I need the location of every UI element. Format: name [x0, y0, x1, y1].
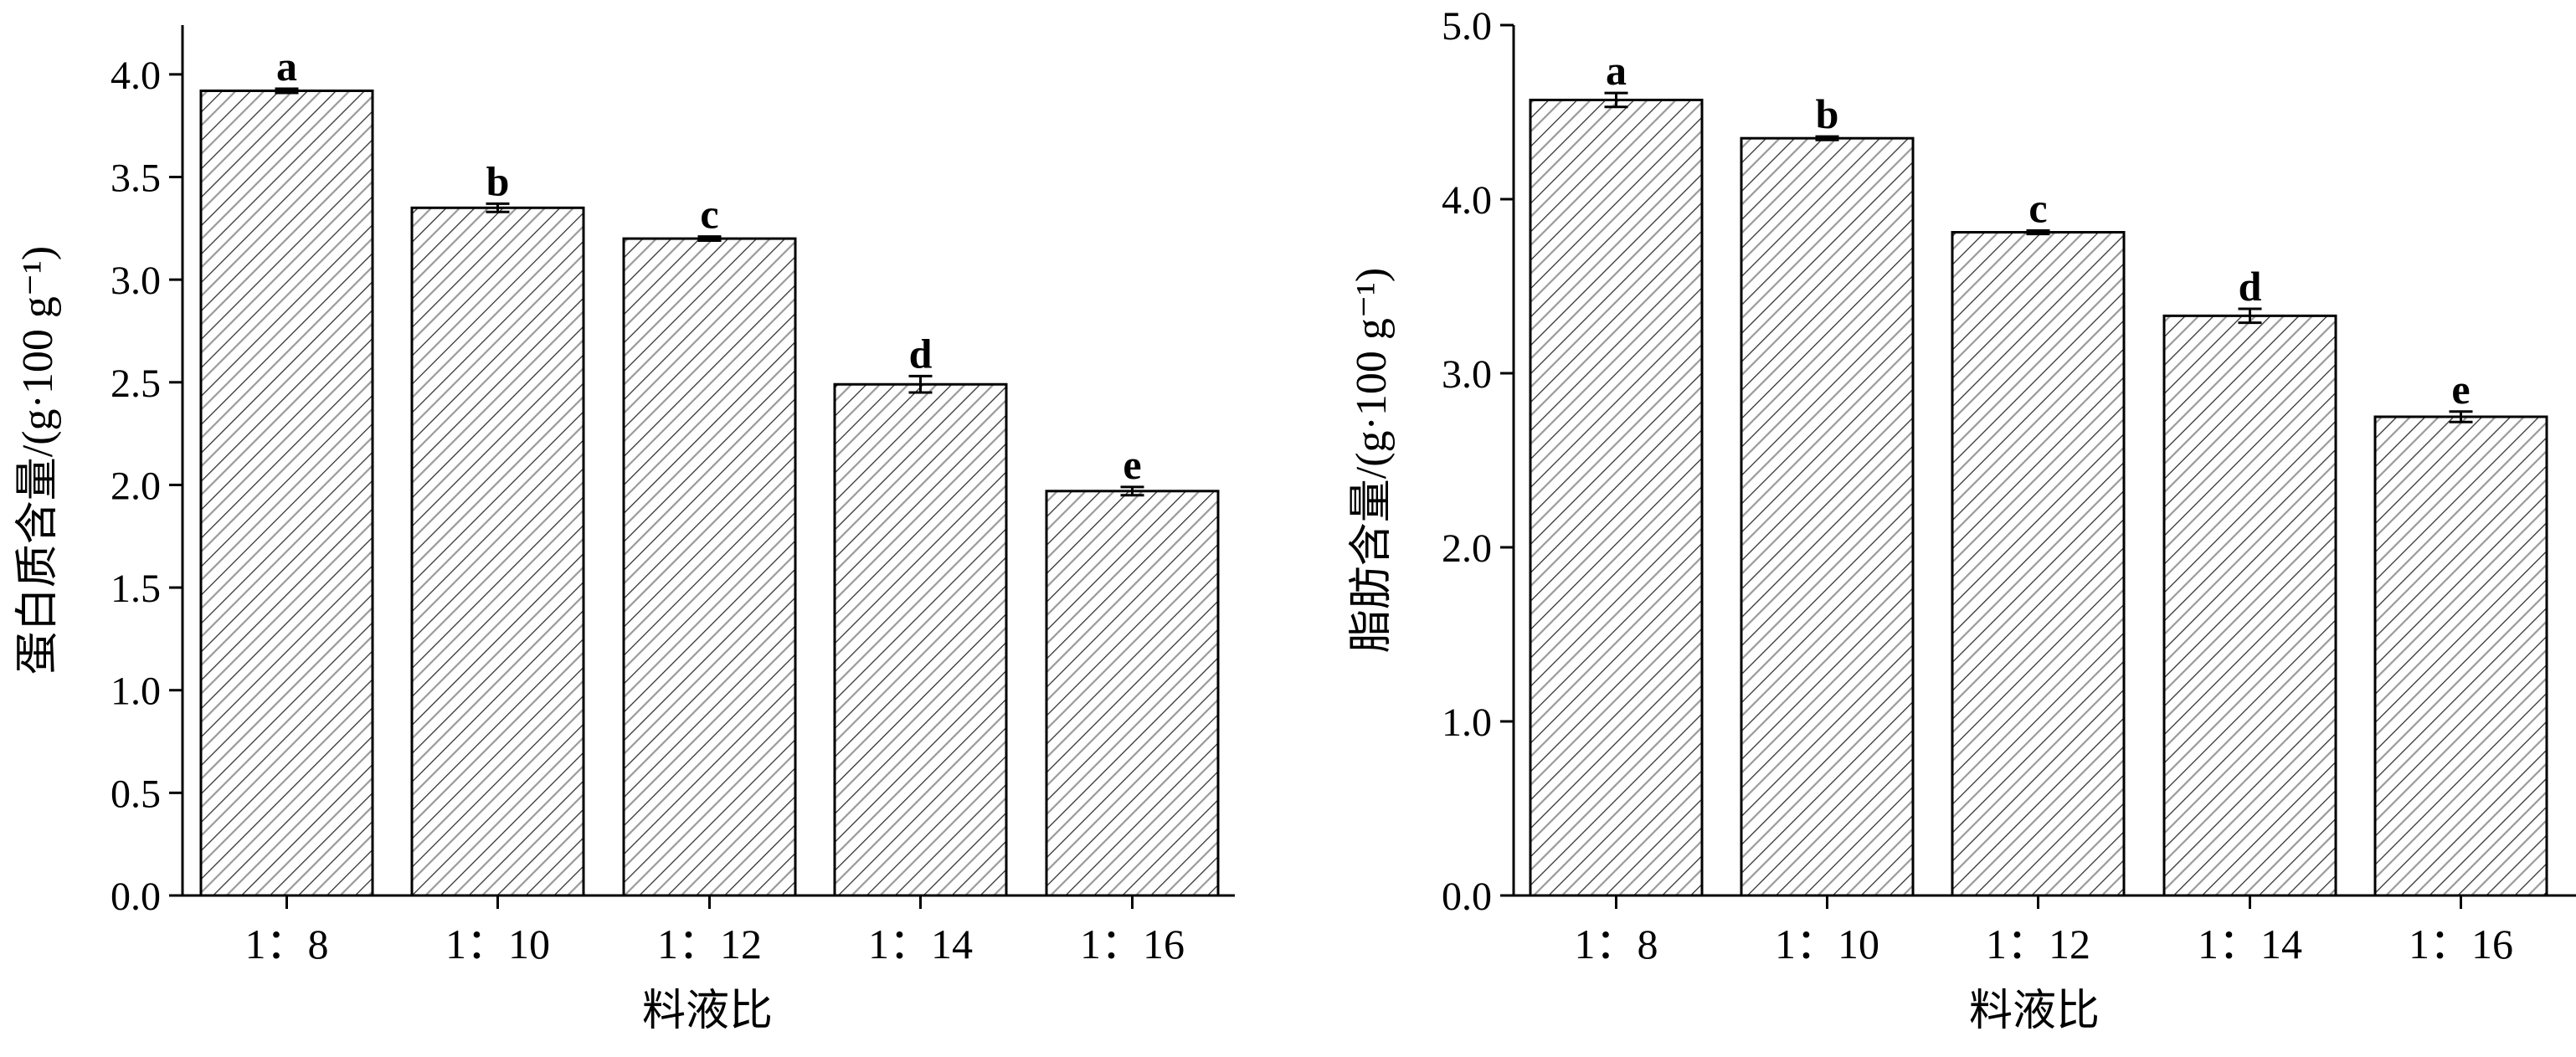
y-tick-label: 2.5: [111, 362, 161, 406]
x-category-label: 1：16: [2409, 921, 2513, 967]
error-bar: [1815, 135, 1839, 141]
significance-label: e: [2451, 366, 2470, 413]
y-tick-label: 0.5: [111, 772, 161, 816]
x-axis-title: 料液比: [1969, 988, 2100, 1035]
x-category-label: 1：10: [1775, 921, 1879, 967]
bar: [2162, 314, 2337, 897]
x-category-label: 1：8: [245, 921, 329, 967]
bar: [2373, 415, 2548, 897]
x-category-label: 1：16: [1080, 921, 1185, 967]
y-axis-title: 蛋白质含量/(g·100 g⁻¹): [14, 246, 62, 675]
error-bar: [275, 87, 299, 95]
bar: [833, 382, 1008, 897]
y-tick-label: 4.0: [1442, 178, 1492, 223]
x-category-label: 1：14: [868, 921, 973, 967]
y-axis-title: 脂肪含量/(g·100 g⁻¹): [1348, 268, 1396, 653]
error-bar: [486, 202, 510, 213]
bar: [1045, 490, 1220, 897]
y-tick-label: 4.0: [111, 54, 161, 98]
significance-label: d: [2239, 263, 2262, 310]
x-category-label: 1：12: [657, 921, 762, 967]
y-tick-label: 1.0: [111, 670, 161, 714]
y-tick-label: 5.0: [1442, 4, 1492, 49]
x-axis-title: 料液比: [642, 988, 773, 1035]
fat-chart: 0.0 1.0 2.0 3.0 4.0 5.0 a 1：8 b 1：10 c 1：12 d 1：14 e 1：…: [1348, 4, 2576, 1035]
error-bar: [2026, 228, 2050, 236]
x-category-label: 1：8: [1575, 921, 1658, 967]
significance-label: e: [1123, 441, 1141, 488]
y-tick-label: 3.0: [1442, 352, 1492, 397]
y-tick-label: 3.0: [111, 259, 161, 303]
significance-label: b: [486, 157, 510, 204]
significance-label: b: [1816, 90, 1839, 137]
significance-label: a: [276, 43, 297, 90]
bar: [199, 89, 374, 897]
bar: [1740, 136, 1915, 897]
y-tick-label: 3.5: [111, 156, 161, 201]
error-bar: [908, 374, 933, 394]
x-category-label: 1：14: [2198, 921, 2302, 967]
x-category-label: 1：10: [445, 921, 550, 967]
error-bar: [697, 235, 722, 243]
error-bar: [1120, 485, 1144, 497]
error-bar: [2238, 307, 2262, 325]
significance-label: c: [2028, 184, 2047, 231]
y-tick-label: 2.0: [111, 464, 161, 508]
x-category-label: 1：12: [1986, 921, 2090, 967]
y-tick-label: 1.0: [1442, 700, 1492, 745]
protein-chart: 0.0 0.5 1.0 1.5 2.0 2.5 3.0 3.5 4.0 a 1：8 b 1：10 c 1：1…: [14, 25, 1235, 1035]
bar: [1529, 98, 1704, 897]
error-bar: [1604, 91, 1628, 109]
y-tick-label: 2.0: [1442, 526, 1492, 571]
y-tick-label: 0.0: [1442, 875, 1492, 919]
significance-label: a: [1606, 47, 1627, 94]
significance-label: c: [700, 191, 718, 238]
y-tick-label: 1.5: [111, 567, 161, 611]
bar: [622, 237, 797, 897]
bar: [1951, 231, 2126, 897]
bar: [410, 206, 585, 897]
y-tick-label: 0.0: [111, 875, 161, 919]
error-bar: [2449, 410, 2473, 423]
significance-label: d: [909, 330, 933, 377]
